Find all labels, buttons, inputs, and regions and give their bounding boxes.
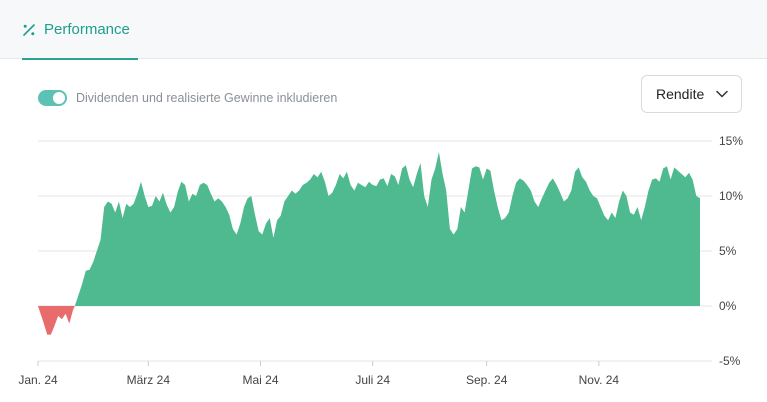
metric-select[interactable]: Rendite — [641, 75, 742, 113]
toggle-knob — [53, 92, 65, 104]
x-tick-label: Jan. 24 — [18, 373, 58, 387]
x-tick-label: Mai 24 — [242, 373, 278, 387]
x-tick-label: Juli 24 — [355, 373, 390, 387]
chart-areas — [38, 152, 700, 335]
x-tick-label: März 24 — [127, 373, 171, 387]
dividends-toggle[interactable] — [38, 90, 67, 106]
chevron-down-icon — [716, 90, 729, 98]
tab-performance[interactable]: Performance — [22, 0, 138, 60]
percent-icon — [23, 23, 35, 36]
x-tick-label: Sep. 24 — [466, 373, 508, 387]
x-tick-label: Nov. 24 — [579, 373, 620, 387]
negative-return-area — [38, 306, 700, 335]
metric-select-value: Rendite — [656, 86, 705, 102]
tab-bar: Performance — [0, 0, 767, 60]
y-tick-label: 10% — [719, 189, 743, 203]
y-tick-label: 0% — [719, 299, 737, 313]
tab-performance-label: Performance — [44, 21, 130, 38]
y-tick-label: 5% — [719, 244, 737, 258]
y-tick-label: -5% — [719, 354, 741, 368]
positive-return-area — [38, 152, 700, 306]
x-axis-labels: Jan. 24 März 24 Mai 24 Juli 24 Sep. 24 Nov. 2… — [18, 373, 619, 387]
y-axis-labels: 15% 10% 5% 0% -5% — [719, 134, 743, 368]
y-tick-label: 15% — [719, 134, 743, 148]
dividends-toggle-row: Dividenden und realisierte Gewinne inklu… — [38, 90, 337, 106]
dividends-toggle-label: Dividenden und realisierte Gewinne inklu… — [76, 91, 338, 105]
